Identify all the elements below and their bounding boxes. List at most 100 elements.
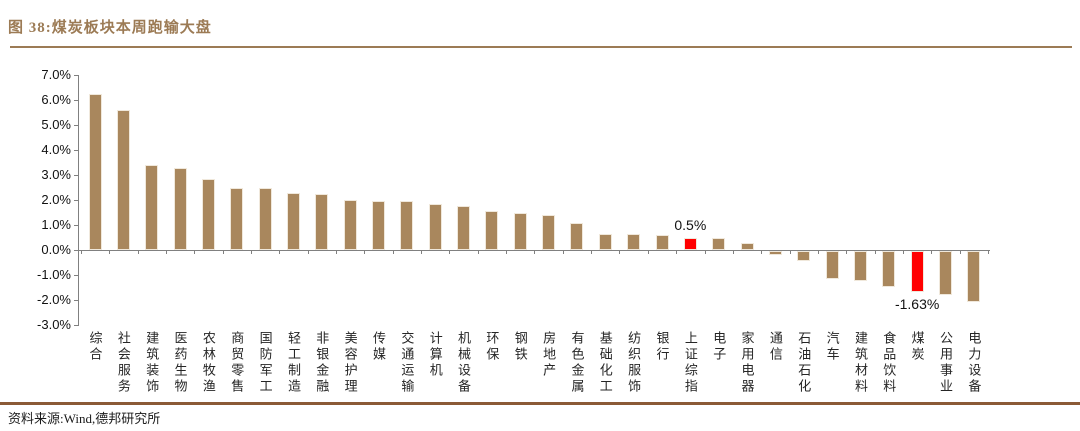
category-label: 计算机 (427, 331, 443, 379)
category-label: 上证综指 (682, 331, 698, 395)
x-tick-mark (364, 250, 366, 254)
category-label: 电力设备 (966, 331, 982, 395)
x-tick-mark (676, 250, 678, 254)
bar (286, 192, 300, 250)
y-tick-mark (74, 300, 78, 301)
y-tick-mark (74, 200, 78, 201)
category-label: 银行 (654, 331, 670, 363)
x-axis-line (78, 250, 990, 251)
category-label: 美容护理 (342, 331, 358, 395)
bar (939, 251, 952, 295)
bar (542, 215, 556, 250)
x-tick-mark (562, 250, 564, 254)
x-tick-mark (421, 250, 423, 254)
y-tick-label: 1.0% (41, 217, 71, 232)
bar (457, 206, 471, 250)
y-tick-label: 6.0% (41, 92, 71, 107)
x-tick-mark (931, 250, 933, 254)
x-tick-mark (194, 250, 196, 254)
bar (712, 237, 726, 250)
category-label: 公用事业 (938, 331, 953, 395)
bar (315, 193, 329, 250)
x-tick-mark (846, 250, 848, 254)
category-label: 综合 (87, 331, 103, 363)
category-label: 农林牧渔 (200, 331, 216, 395)
category-label: 家用电器 (739, 331, 755, 395)
y-tick-mark (74, 250, 78, 251)
bar (428, 203, 442, 250)
bar (825, 251, 839, 279)
y-tick-mark (74, 75, 78, 76)
y-tick-label: -2.0% (37, 292, 71, 307)
category-label: 有色金属 (569, 331, 585, 395)
bar (768, 251, 782, 255)
category-label: 建筑装饰 (144, 331, 160, 395)
bar (400, 201, 414, 250)
x-tick-mark (902, 250, 904, 254)
x-tick-mark (591, 250, 593, 254)
category-label: 电子 (711, 331, 727, 363)
bar (145, 165, 159, 250)
category-label: 石油石化 (796, 331, 812, 395)
x-tick-mark (307, 250, 309, 254)
bar (853, 251, 867, 281)
category-label: 商贸零售 (229, 331, 245, 395)
y-tick-mark (74, 325, 78, 326)
bar (627, 233, 641, 250)
y-tick-label: 3.0% (41, 167, 71, 182)
x-tick-mark (477, 250, 479, 254)
category-label: 轻工制造 (285, 331, 301, 395)
category-label: 交通运输 (399, 331, 415, 395)
x-tick-mark (506, 250, 508, 254)
bar-highlight (683, 237, 697, 250)
category-label: 传媒 (371, 331, 386, 363)
x-tick-mark (335, 250, 337, 254)
x-tick-mark (279, 250, 281, 254)
category-label: 基础化工 (597, 331, 613, 395)
title-underline (10, 46, 1072, 48)
bar (116, 110, 130, 250)
bar (173, 167, 187, 250)
value-annotation: -1.63% (894, 295, 940, 312)
category-label: 建筑材料 (852, 331, 868, 395)
x-tick-mark (449, 250, 451, 254)
bar (655, 235, 669, 250)
y-axis-line (78, 75, 79, 326)
y-tick-mark (74, 275, 78, 276)
x-tick-mark (789, 250, 791, 254)
bar (485, 211, 499, 250)
bar (201, 178, 215, 250)
y-tick-label: 5.0% (41, 117, 71, 132)
category-label: 钢铁 (512, 331, 528, 363)
y-tick-mark (74, 225, 78, 226)
figure-title: 图 38:煤炭板块本周跑输大盘 (8, 20, 212, 36)
x-tick-mark (988, 250, 990, 254)
bar-highlight (910, 251, 924, 292)
bar (88, 93, 102, 250)
category-label: 医药生物 (172, 331, 188, 395)
figure-bottom-border (0, 402, 1080, 405)
category-label: 机械设备 (456, 331, 472, 395)
bar (258, 187, 272, 250)
y-tick-label: 0.0% (41, 242, 71, 257)
y-tick-mark (74, 175, 78, 176)
x-tick-mark (165, 250, 167, 254)
bar (598, 233, 612, 250)
category-label: 汽车 (824, 331, 840, 363)
bar (343, 200, 357, 250)
category-label: 社会服务 (115, 331, 131, 395)
x-tick-mark (222, 250, 224, 254)
x-tick-mark (817, 250, 819, 254)
y-tick-label: 4.0% (41, 142, 71, 157)
x-tick-mark (534, 250, 536, 254)
x-tick-mark (137, 250, 139, 254)
bar (513, 212, 527, 250)
category-label: 纺织服饰 (626, 331, 642, 395)
x-tick-mark (761, 250, 763, 254)
y-tick-label: -1.0% (37, 267, 71, 282)
category-label: 煤炭 (909, 331, 925, 363)
y-tick-label: 7.0% (41, 67, 71, 82)
source-note: 资料来源:Wind,德邦研究所 (8, 411, 161, 426)
category-label: 食品饮料 (881, 331, 897, 395)
